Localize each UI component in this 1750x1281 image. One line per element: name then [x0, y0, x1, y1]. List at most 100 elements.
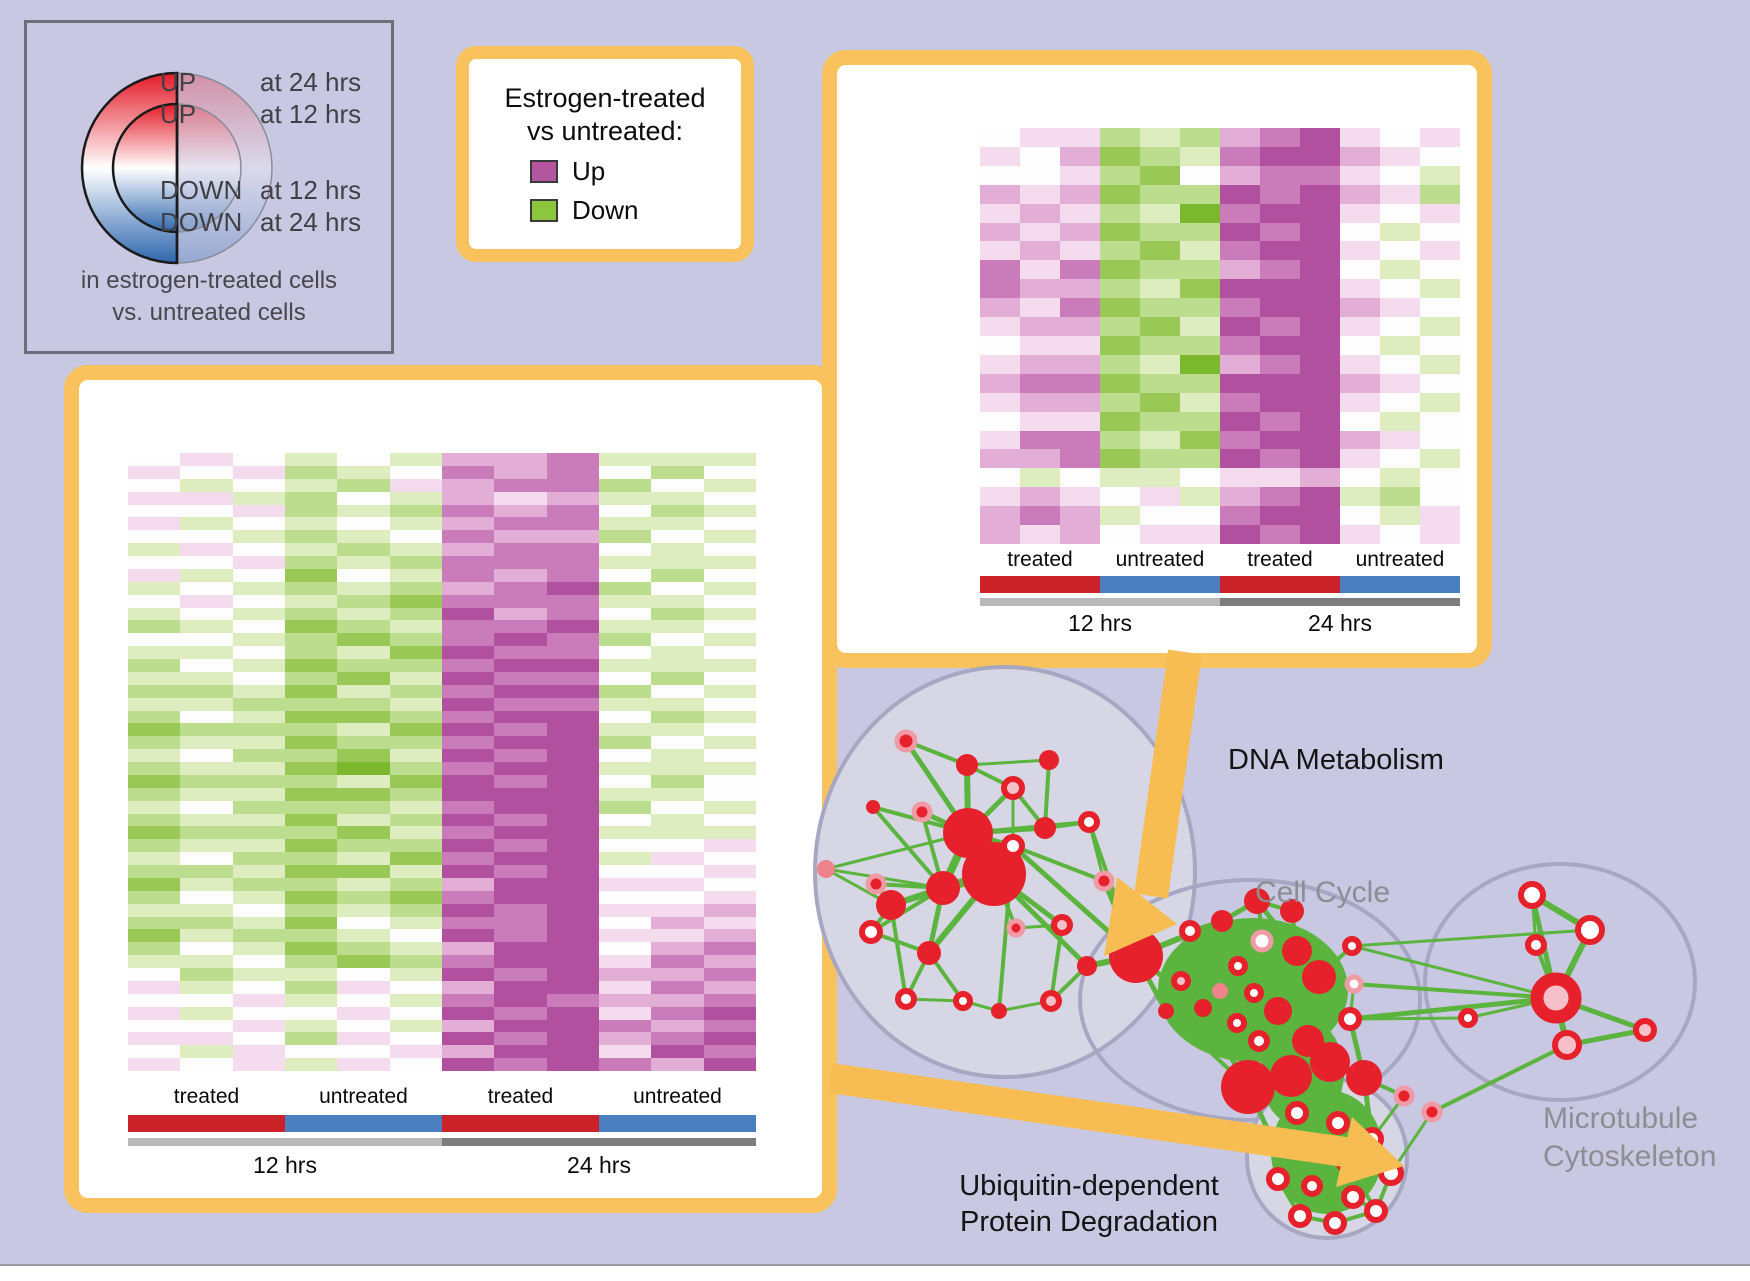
network-node — [1001, 776, 1025, 800]
heatmap-row — [128, 890, 756, 904]
heatmap-row — [128, 800, 756, 814]
heatmap-row — [128, 633, 756, 647]
arrow-shaft-apc-to-ubiquitin — [827, 1063, 1348, 1167]
legend-caption-line2: vs. untreated cells — [112, 299, 306, 326]
heatmap-row — [128, 955, 756, 968]
heatmap-row — [128, 929, 756, 943]
network-node — [1344, 974, 1364, 994]
heatmap-row — [128, 530, 756, 544]
heatmap-row — [980, 354, 1460, 374]
network-node — [1194, 999, 1212, 1017]
estrogen-legend-title-line2: vs untreated: — [526, 116, 684, 146]
heatmap-row — [128, 684, 756, 698]
heatmap-row — [980, 430, 1460, 450]
apc-group-label-4: untreated — [633, 1085, 722, 1108]
heatmap-row — [980, 468, 1460, 488]
network-node — [894, 729, 918, 753]
network-node — [866, 800, 880, 814]
heatmap-row — [980, 411, 1460, 431]
up-inner-label: UP — [160, 99, 197, 129]
network-node — [926, 871, 960, 905]
network-node — [1338, 1007, 1362, 1031]
network-edge — [1179, 920, 1224, 982]
updown-gradient-circles — [80, 71, 273, 265]
down-inner-time: at 12 hrs — [260, 175, 362, 205]
up-outer-label: UP — [160, 67, 197, 97]
heatmap-row — [128, 787, 756, 801]
network-edge — [1165, 989, 1221, 1013]
network-node — [1179, 920, 1201, 942]
network-node — [1211, 910, 1233, 932]
heatmap-row — [128, 993, 756, 1007]
heatmap-row — [980, 373, 1460, 393]
network-node — [1227, 1013, 1247, 1033]
legend-caption-line1: in estrogen-treated cells — [80, 267, 338, 294]
ubiquitin-label-line2: Protein Degradation — [960, 1206, 1218, 1238]
network-node — [1221, 1060, 1275, 1114]
heatmap-row — [128, 839, 756, 853]
heatmap-row — [128, 581, 756, 595]
heatmap-row — [980, 335, 1460, 355]
network-node — [1039, 750, 1059, 770]
apc-group-label-1: treated — [173, 1085, 240, 1108]
network-node — [1212, 983, 1228, 999]
network-node — [956, 754, 978, 776]
apc-untreated-bar-12h — [285, 1115, 442, 1132]
heatmap-row — [128, 607, 756, 621]
heatmap-row — [128, 903, 756, 917]
network-edge — [1431, 1043, 1568, 1114]
heatmap-row — [128, 504, 756, 518]
network-node — [876, 890, 906, 920]
repfork-24h-bar — [1220, 598, 1460, 606]
network-node — [895, 988, 917, 1010]
network-node — [1310, 1042, 1350, 1082]
network-node — [1525, 934, 1547, 956]
network-edge — [1012, 844, 1105, 883]
repfork-group-label-1: treated — [1007, 548, 1073, 571]
cell-cycle-label: Cell Cycle — [1255, 876, 1391, 909]
heatmap-row — [980, 317, 1460, 336]
repfork-24h-label: 24 hrs — [1308, 610, 1372, 636]
heatmap-row — [128, 491, 756, 505]
repfork-group-label-3: treated — [1247, 548, 1313, 571]
network-node — [991, 1003, 1007, 1019]
network-node — [1244, 888, 1270, 914]
heatmap-row — [980, 241, 1460, 261]
network-node — [817, 860, 835, 878]
heatmap-row — [980, 449, 1460, 469]
heatmap-row — [980, 392, 1460, 412]
heatmap-row — [128, 980, 756, 994]
heatmap-row — [128, 736, 756, 750]
heatmap-row — [128, 543, 756, 556]
network-node — [917, 941, 941, 965]
network-node — [1518, 881, 1546, 909]
down-outer-label: DOWN — [160, 207, 243, 237]
heatmap-row — [128, 710, 756, 724]
network-node — [1633, 1018, 1657, 1042]
network-node — [1244, 983, 1264, 1003]
network-node — [1393, 1085, 1415, 1107]
repfork-untreated-bar-24h — [1340, 576, 1460, 593]
repfork-treated-bar-12h — [980, 576, 1100, 593]
heatmap-row — [128, 620, 756, 634]
microtubule-label-line1: Microtubule — [1543, 1102, 1699, 1135]
network-node — [1285, 1101, 1309, 1125]
network-node — [1341, 1185, 1365, 1209]
network-edge — [966, 758, 1050, 767]
up-color-swatch — [530, 160, 558, 183]
apc-24h-label: 24 hrs — [567, 1152, 631, 1178]
apc-12h-bar — [128, 1138, 442, 1146]
up-outer-time: at 24 hrs — [260, 67, 362, 97]
heatmap-row — [128, 1045, 756, 1059]
heatmap-row — [980, 222, 1460, 242]
heatmap-row — [980, 165, 1460, 185]
network-node — [1171, 971, 1191, 991]
repfork-group-label-2: untreated — [1115, 548, 1205, 571]
heatmap-row — [128, 568, 756, 582]
network-node — [1364, 1199, 1388, 1223]
repfork-untreated-bar-12h — [1100, 576, 1220, 593]
apc-treated-bar-12h — [128, 1115, 285, 1132]
network-node — [1323, 1211, 1347, 1235]
apc-group-label-3: treated — [487, 1085, 554, 1108]
